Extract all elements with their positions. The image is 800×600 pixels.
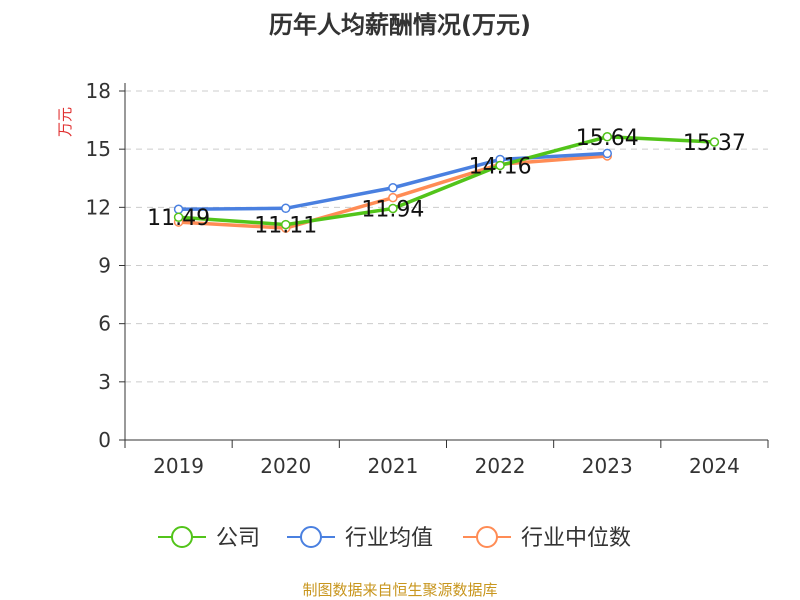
data-label: 11.94 — [361, 197, 424, 222]
data-point[interactable] — [388, 192, 398, 203]
data-point[interactable] — [709, 137, 720, 147]
data-point[interactable] — [602, 148, 612, 159]
data-point[interactable] — [495, 160, 505, 171]
footer-source: 制图数据来自恒生聚源数据库 — [302, 581, 497, 599]
data-label: 15.37 — [683, 131, 746, 156]
data-point[interactable] — [281, 219, 291, 230]
y-tick-label: 6 — [98, 312, 111, 336]
data-label: 11.11 — [254, 214, 317, 239]
x-tick-label: 2019 — [153, 454, 204, 478]
x-tick-label: 2020 — [260, 454, 311, 478]
x-tick-label: 2023 — [582, 454, 633, 478]
data-point[interactable] — [602, 132, 612, 142]
legend-item[interactable]: 公司 — [158, 526, 260, 551]
y-tick-label: 15 — [86, 137, 111, 161]
y-tick-label: 3 — [98, 370, 111, 394]
chart-title: 历年人均薪酬情况(万元) — [269, 11, 531, 39]
x-tick-label: 2022 — [475, 454, 526, 478]
data-point[interactable] — [388, 183, 398, 193]
y-tick-label: 0 — [98, 428, 111, 452]
y-tick-label: 9 — [98, 254, 111, 278]
x-tick-label: 2021 — [367, 454, 418, 478]
legend-label: 行业均值 — [345, 526, 433, 551]
x-tick-label: 2024 — [689, 454, 740, 478]
legend-item[interactable]: 行业均值 — [287, 526, 433, 551]
y-axis-label: 万元 — [56, 107, 74, 137]
data-point[interactable] — [388, 203, 398, 214]
y-tick-label: 18 — [86, 79, 111, 103]
data-label: 11.49 — [147, 206, 210, 231]
data-point[interactable] — [173, 212, 184, 222]
data-label: 15.64 — [576, 126, 639, 151]
data-label: 14.16 — [469, 154, 532, 179]
legend-label: 公司 — [216, 526, 260, 551]
legend-label: 行业中位数 — [521, 526, 631, 551]
data-point[interactable] — [281, 203, 291, 214]
series-line — [178, 134, 715, 227]
y-tick-label: 12 — [86, 195, 111, 219]
legend-item[interactable]: 行业中位数 — [463, 526, 631, 551]
